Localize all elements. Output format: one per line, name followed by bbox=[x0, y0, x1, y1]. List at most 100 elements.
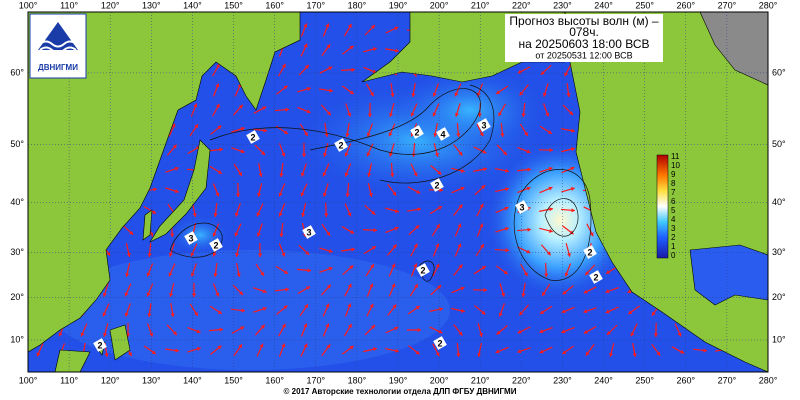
arrow-head bbox=[458, 264, 463, 269]
arrow-head bbox=[413, 243, 418, 248]
lon-label-bottom: 120° bbox=[101, 375, 120, 385]
contour-label-bg bbox=[184, 231, 198, 245]
arrow-head bbox=[498, 112, 503, 117]
arrow-head bbox=[279, 173, 284, 177]
arrow-head bbox=[481, 310, 486, 315]
arrow-head bbox=[80, 332, 85, 337]
arrow-head bbox=[526, 149, 531, 154]
arrow-head bbox=[300, 192, 305, 197]
arrow-head bbox=[285, 287, 289, 292]
arrow-head bbox=[234, 232, 239, 237]
arrow-head bbox=[570, 166, 575, 171]
arrow-head bbox=[481, 266, 486, 270]
arrow-head bbox=[304, 64, 309, 69]
arrow-head bbox=[281, 152, 286, 157]
arrow-head bbox=[435, 243, 440, 248]
arrow-head bbox=[410, 132, 415, 137]
colorbar-label: 5 bbox=[671, 206, 676, 215]
arrow-head bbox=[569, 230, 574, 235]
arrow-head bbox=[479, 132, 484, 137]
arrow-head bbox=[347, 212, 352, 217]
title-bg bbox=[505, 14, 663, 62]
arrow-head bbox=[215, 192, 220, 197]
arrow-head bbox=[262, 106, 267, 111]
arrow-head bbox=[329, 88, 333, 93]
arrow-head bbox=[388, 152, 393, 157]
arrow-head bbox=[519, 311, 524, 316]
lat-label-left: 40° bbox=[10, 197, 24, 207]
arrow-head bbox=[147, 313, 152, 317]
lon-label-top: 180° bbox=[348, 0, 367, 10]
arrow-head bbox=[326, 284, 331, 289]
contour-label: 2 bbox=[434, 180, 439, 190]
arrow-head bbox=[281, 63, 286, 68]
lon-label-bottom: 160° bbox=[265, 375, 284, 385]
arrow-head bbox=[348, 323, 352, 328]
arrow-head bbox=[571, 208, 575, 213]
arrow-head bbox=[170, 233, 175, 237]
arrow-head bbox=[153, 187, 157, 192]
colorbar-label: 10 bbox=[671, 161, 680, 170]
arrow-head bbox=[498, 312, 503, 317]
arrow-head bbox=[260, 324, 265, 329]
arrow-head bbox=[322, 192, 327, 197]
arrow-head bbox=[238, 171, 242, 176]
lon-label-top: 270° bbox=[718, 0, 737, 10]
arrow-head bbox=[351, 247, 355, 252]
arrow-head bbox=[456, 133, 461, 137]
arrow-head bbox=[256, 212, 261, 217]
arrow-head bbox=[434, 152, 439, 157]
arrow-head bbox=[569, 111, 574, 115]
lon-label-bottom: 180° bbox=[348, 375, 367, 385]
arrow-head bbox=[190, 252, 195, 257]
arrow-head bbox=[496, 90, 501, 94]
arrow-head bbox=[458, 151, 463, 156]
arrow-head bbox=[389, 112, 394, 117]
arrow-head bbox=[526, 186, 531, 191]
arrow-head bbox=[281, 252, 286, 257]
arrow-head bbox=[413, 263, 418, 268]
arrow-head bbox=[304, 131, 308, 136]
arrow-head bbox=[456, 353, 461, 357]
lon-label-top: 110° bbox=[60, 0, 78, 10]
arrow-head bbox=[350, 229, 355, 234]
arrow-head bbox=[191, 293, 197, 297]
contour-label: 2 bbox=[437, 338, 442, 348]
arrow-head bbox=[415, 306, 420, 310]
arrow-head bbox=[392, 304, 397, 309]
arrow-head bbox=[194, 311, 198, 316]
arrow-head bbox=[606, 270, 611, 274]
arrow-head bbox=[542, 92, 547, 97]
arrow-head bbox=[458, 331, 463, 336]
colorbar-label: 9 bbox=[671, 170, 676, 179]
arrow-head bbox=[175, 348, 179, 353]
contour-label-bg bbox=[302, 225, 316, 239]
lon-label-bottom: 140° bbox=[183, 375, 202, 385]
land-japan bbox=[149, 139, 211, 243]
land-no-data bbox=[699, 12, 768, 86]
arrow-head bbox=[477, 113, 482, 117]
lat-label-left: 30° bbox=[10, 247, 24, 257]
contour-label-bg bbox=[583, 245, 597, 259]
arrow-head bbox=[174, 189, 179, 194]
arrow-head bbox=[172, 144, 177, 149]
arrow-head bbox=[539, 349, 544, 354]
colorbar-label: 11 bbox=[671, 152, 680, 161]
lon-labels: 100° 100° 110° 110° 120° 120° 130° 130° 140° 140°… bbox=[19, 0, 778, 385]
arrow-head bbox=[521, 293, 526, 297]
lon-label-bottom: 150° bbox=[224, 375, 243, 385]
arrow-head bbox=[325, 323, 330, 328]
arrow-head bbox=[540, 70, 545, 75]
lon-label-bottom: 130° bbox=[142, 375, 161, 385]
arrow-head bbox=[500, 133, 505, 137]
arrow-head bbox=[394, 26, 399, 31]
arrow-head bbox=[583, 289, 588, 294]
arrow-head bbox=[344, 172, 349, 177]
lon-label-bottom: 190° bbox=[389, 375, 408, 385]
arrow-head bbox=[328, 66, 333, 71]
arrow-head bbox=[368, 192, 373, 197]
lat-labels: 10° 10° 20° 20° 30° 30° 40° 40° 50° 50° 60° 60° bbox=[10, 67, 786, 344]
arrow-head bbox=[454, 92, 459, 97]
arrow-head bbox=[239, 291, 243, 295]
